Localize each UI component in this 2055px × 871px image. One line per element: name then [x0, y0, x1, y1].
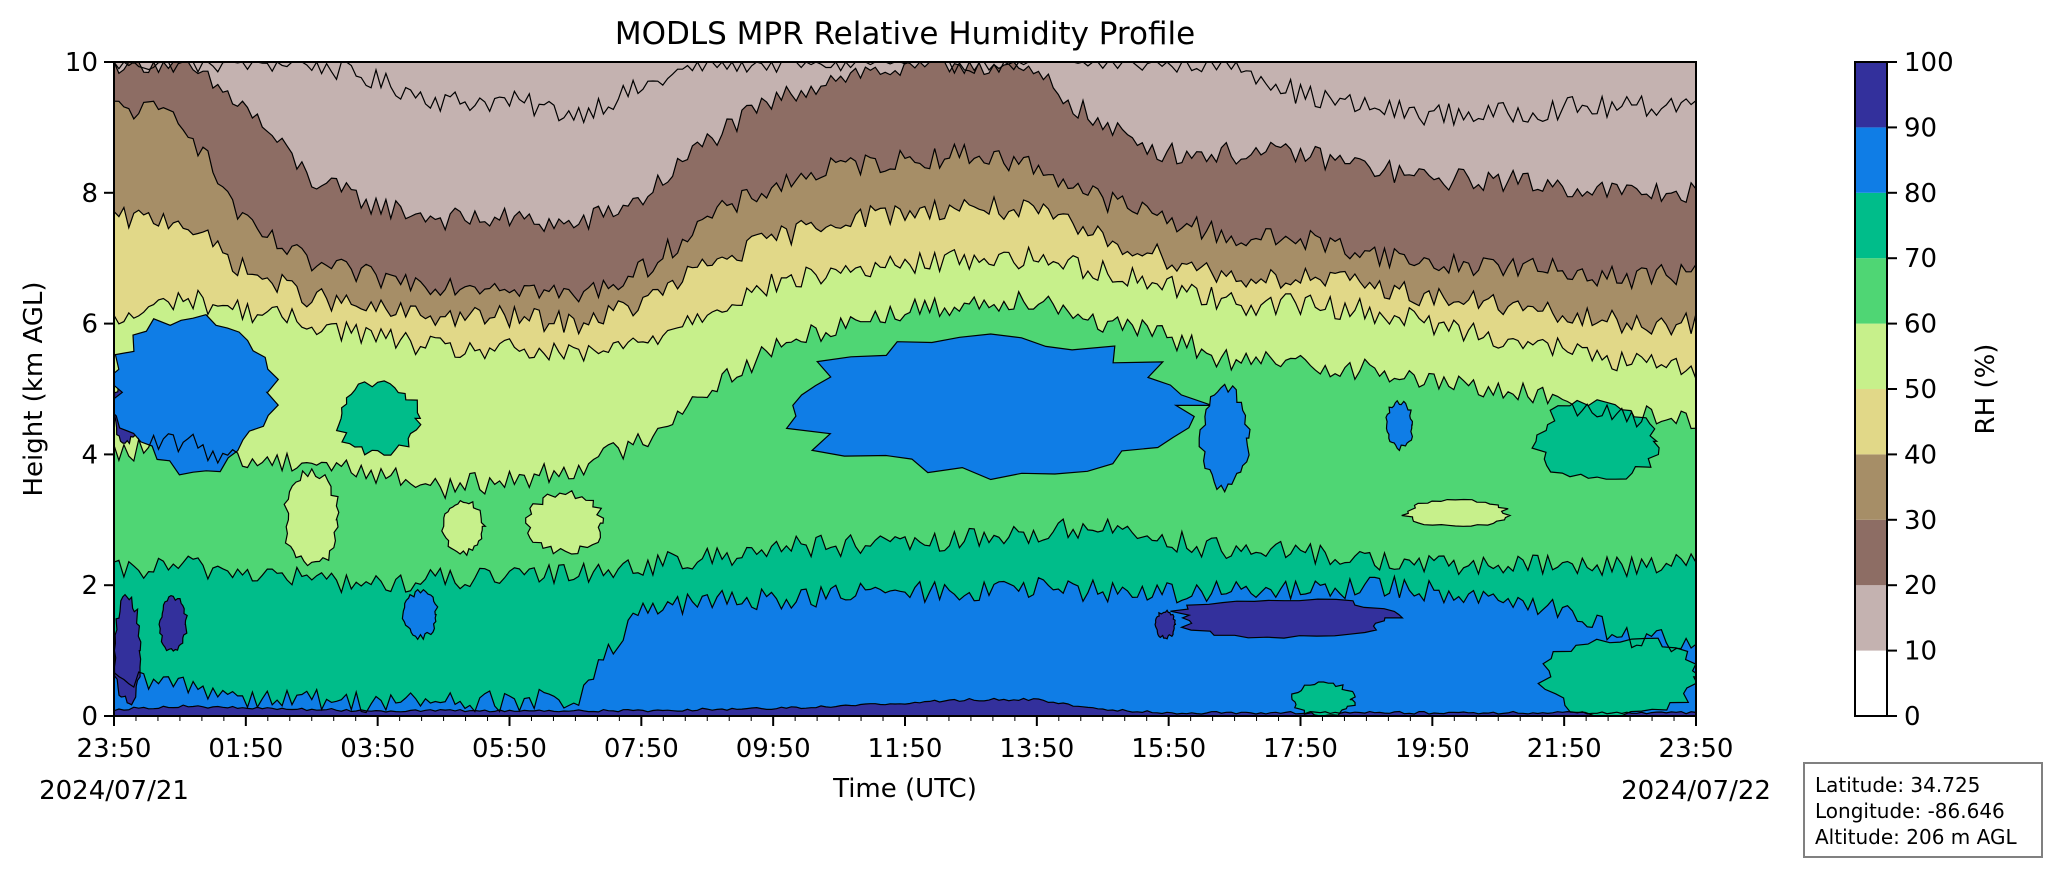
- band-rh-90-100: [114, 698, 1696, 716]
- rh-patch-50: [1401, 498, 1512, 527]
- contour-line-rh_40: [114, 194, 1696, 337]
- x-tick-label: 17:50: [1263, 734, 1338, 764]
- y-tick-label: 8: [81, 179, 98, 209]
- colorbar-swatch-10: [1855, 585, 1887, 651]
- rh-patch-50: [525, 489, 605, 555]
- rh-patch-50: [441, 499, 487, 557]
- x-axis-label: Time (UTC): [832, 774, 977, 804]
- colorbar-tick-label: 0: [1904, 702, 1921, 732]
- colorbar-tick-label: 50: [1904, 375, 1937, 405]
- x-tick-label: 05:50: [472, 734, 547, 764]
- colorbar-tick-label: 70: [1904, 244, 1937, 274]
- longitude-text: Longitude: -86.646: [1815, 799, 2005, 823]
- contour-line-rh_10: [114, 62, 1696, 128]
- x-tick-label: 21:50: [1527, 734, 1602, 764]
- colorbar-swatch-70: [1855, 192, 1887, 259]
- contour-line-rh_50: [114, 245, 1696, 380]
- rh-patch-50: [283, 467, 340, 567]
- plot-area: [114, 62, 1696, 716]
- x-tick-label: 07:50: [604, 734, 679, 764]
- x-tick-label: 03:50: [340, 734, 415, 764]
- chart-title: MODLS MPR Relative Humidity Profile: [615, 16, 1195, 52]
- colorbar-swatch-0: [1855, 650, 1887, 716]
- colorbar-tick-label: 10: [1904, 637, 1937, 667]
- latitude-text: Latitude: 34.725: [1815, 773, 1981, 797]
- rh-patch-70: [1537, 637, 1696, 716]
- y-axis-label: Height (km AGL): [19, 281, 49, 496]
- rh-patch-80: [401, 588, 439, 641]
- contour-line-rh_80: [114, 574, 1696, 714]
- x-tick-label: 19:50: [1395, 734, 1470, 764]
- y-tick-label: 6: [81, 310, 98, 340]
- colorbar-swatch-60: [1855, 258, 1887, 324]
- x-tick-label: 23:50: [1659, 734, 1734, 764]
- x-tick-label: 23:50: [77, 734, 152, 764]
- x-start-date: 2024/07/21: [39, 776, 189, 806]
- rh-patch-80: [1198, 383, 1251, 494]
- colorbar-swatch-80: [1855, 127, 1887, 193]
- colorbar: 0 10 20 30 40 50 60 70 80 90 100: [1854, 48, 1954, 732]
- altitude-text: Altitude: 206 m AGL: [1815, 825, 2017, 849]
- x-tick-label: 11:50: [868, 734, 943, 764]
- colorbar-tick-label: 40: [1904, 440, 1937, 470]
- colorbar-tick-label: 90: [1904, 113, 1937, 143]
- rh-patch-70: [335, 380, 422, 456]
- colorbar-tick-label: 20: [1904, 571, 1937, 601]
- y-tick-label: 2: [81, 571, 98, 601]
- contour-line-rh_90: [114, 697, 1696, 715]
- contour-line-rh_30: [114, 100, 1696, 303]
- x-axis: 23:50 01:50 03:50 05:50 07:50 09:50 11:50 13:50…: [77, 716, 1734, 764]
- contour-line-rh_60: [114, 290, 1696, 501]
- x-tick-label: 01:50: [208, 734, 283, 764]
- colorbar-swatch-30: [1855, 454, 1887, 520]
- rh-patch-90: [1170, 598, 1404, 639]
- colorbar-swatch-50: [1855, 323, 1887, 389]
- rh-patch-90: [158, 594, 188, 652]
- rh-patch-80: [1385, 399, 1414, 452]
- rh-patch-80: [785, 333, 1213, 481]
- location-info-box: Latitude: 34.725 Longitude: -86.646 Alti…: [1803, 762, 2043, 858]
- contour-line-rh_20: [114, 62, 1696, 233]
- colorbar-swatch-90: [1855, 62, 1887, 128]
- colorbar-label: RH (%): [1971, 344, 2001, 435]
- rh-patch-70: [1291, 681, 1356, 716]
- colorbar-swatch-40: [1855, 389, 1887, 455]
- rh-patch-90: [1154, 609, 1177, 640]
- y-tick-label: 10: [65, 48, 98, 78]
- colorbar-tick-label: 30: [1904, 506, 1937, 536]
- y-axis: 0 2 4 6 8 10: [65, 48, 114, 732]
- colorbar-tick-label: 100: [1904, 48, 1954, 78]
- x-tick-label: 15:50: [1131, 734, 1206, 764]
- colorbar-tick-label: 80: [1904, 179, 1937, 209]
- x-tick-label: 13:50: [999, 734, 1074, 764]
- x-tick-label: 09:50: [736, 734, 811, 764]
- y-tick-label: 0: [81, 702, 98, 732]
- colorbar-tick-label: 60: [1904, 310, 1937, 340]
- y-tick-label: 4: [81, 440, 98, 470]
- contour-line-rh_70: [114, 517, 1696, 595]
- x-end-date: 2024/07/22: [1621, 776, 1771, 806]
- colorbar-swatch-20: [1855, 519, 1887, 586]
